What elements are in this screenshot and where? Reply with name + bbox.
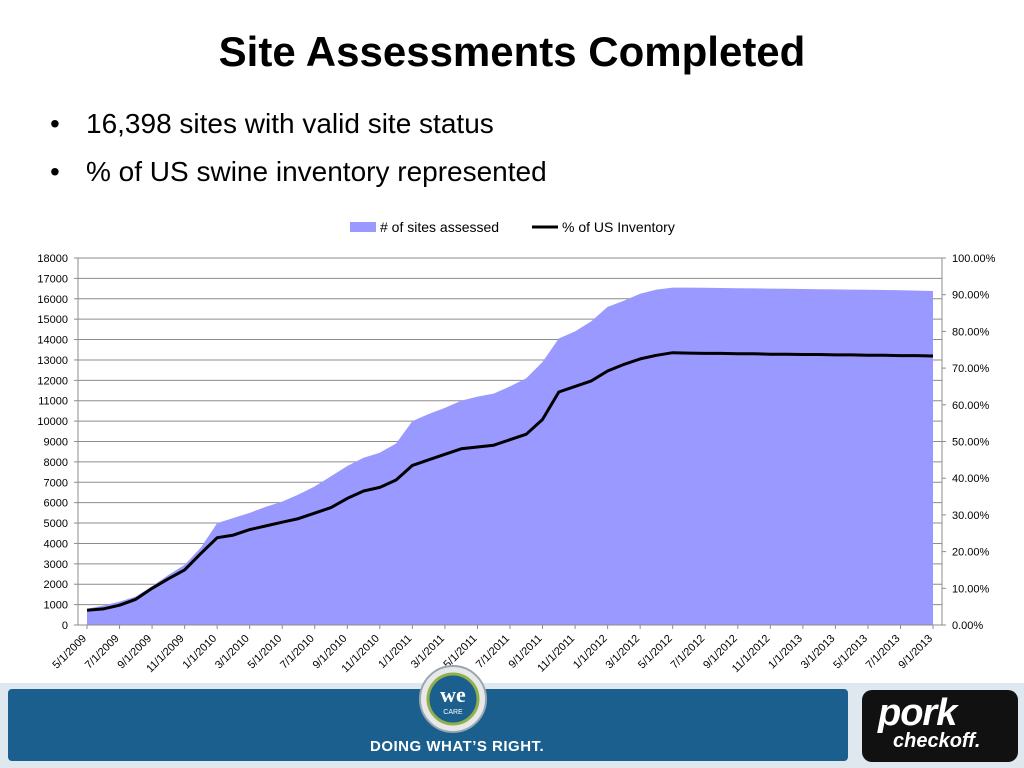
y-left-tick-label: 12000 [37,375,68,387]
bullet-text: % of US swine inventory represented [86,156,547,187]
y-right-tick-label: 80.00% [952,326,990,338]
x-tick-label: 5/1/2012 [636,633,675,672]
series-line-us-inventory [86,351,934,612]
x-tick-label: 3/1/2013 [799,633,838,672]
y-right-tick-label: 10.00% [952,583,990,595]
x-tick-label: 1/1/2013 [766,633,805,672]
y-right-tick-label: 60.00% [952,400,990,412]
bullet-list: • 16,398 sites with valid site status • % … [50,100,547,196]
y-left-tick-label: 11000 [38,396,68,408]
y-left-tick-label: 17000 [37,273,68,285]
slide-title: Site Assessments Completed [218,28,806,75]
y-right-tick-label: 30.00% [952,510,990,522]
brand-line-pork: pork [878,692,957,734]
pork-checkoff-logo-icon [862,690,1018,762]
y-left-tick-label: 15000 [37,314,68,326]
x-tick-label: 1/1/2011 [376,633,414,671]
bullet-item: • 16,398 sites with valid site status [50,100,547,148]
y-right-tick-label: 0.00% [952,620,983,632]
y-left-tick-label: 10000 [37,416,68,428]
bullet-dot: • [50,108,60,139]
y-left-tick-label: 2000 [44,579,68,591]
x-tick-label: 5/1/2010 [246,633,285,672]
y-left-tick-label: 4000 [44,538,68,550]
y-left-tick-label: 14000 [37,335,68,347]
legend-label-inventory: % of US Inventory [562,219,675,235]
y-left-tick-label: 5000 [44,518,68,530]
y-left-tick-label: 3000 [44,559,68,571]
legend-label-sites: # of sites assessed [380,219,499,235]
x-tick-label: 7/1/2013 [864,633,903,672]
y-right-tick-label: 50.00% [952,437,990,449]
y-axis-right-labels: 0.00% 10.00% 20.00% 30.00% 40.00% 50.00% 60.00… [952,253,996,632]
x-tick-label: 9/1/2013 [896,633,935,672]
x-tick-label: 5/1/2013 [831,633,870,672]
bullet-dot: • [50,156,60,187]
brand-line-checkoff: checkoff. [893,730,981,752]
y-right-tick-label: 20.00% [952,547,990,559]
bullet-item: • % of US swine inventory represented [50,148,547,196]
site-assessment-chart: # of sites assessed % of US Inventory 0 1… [37,219,996,676]
x-axis-labels: 5/1/20097/1/20099/1/200911/1/20091/1/201… [50,633,935,676]
x-tick-label: 5/1/2009 [50,633,89,672]
axes [74,257,946,629]
x-tick-label: 7/1/2012 [669,633,708,672]
y-left-tick-label: 1000 [44,600,68,612]
y-left-tick-label: 13000 [37,355,68,367]
x-tick-label: 3/1/2012 [604,633,643,672]
series-line-group [86,351,934,612]
y-right-tick-label: 40.00% [952,473,990,485]
bullet-text: 16,398 sites with valid site status [86,108,494,139]
x-tick-label: 1/1/2010 [181,633,220,672]
seal-text: we [440,682,466,707]
y-left-tick-label: 8000 [44,457,68,469]
seal-subtext: CARE [443,709,463,716]
x-tick-label: 1/1/2012 [571,633,610,672]
y-right-tick-label: 100.00% [952,253,996,265]
y-left-tick-label: 0 [62,620,68,632]
y-left-tick-label: 18000 [37,253,68,265]
y-axis-left-labels: 0 1000 2000 3000 4000 5000 6000 7000 8000 9000 100… [37,253,68,632]
series-area-sites-assessed [87,287,933,625]
we-care-seal-icon: we CARE [419,665,487,733]
y-left-tick-label: 6000 [44,498,68,510]
y-left-tick-label: 7000 [44,477,68,489]
footer-tagline: DOING WHAT’S RIGHT. [370,738,545,755]
x-tick-label: 3/1/2010 [213,633,252,672]
y-left-tick-label: 9000 [44,437,68,449]
series-area-group [87,287,933,625]
y-left-tick-label: 16000 [37,294,68,306]
x-tick-label: 7/1/2010 [278,633,317,672]
y-right-tick-label: 90.00% [952,290,990,302]
x-tick-label: 7/1/2009 [83,633,122,672]
chart-legend: # of sites assessed % of US Inventory [350,219,675,235]
legend-swatch-sites [350,222,376,232]
y-right-tick-label: 70.00% [952,363,990,375]
